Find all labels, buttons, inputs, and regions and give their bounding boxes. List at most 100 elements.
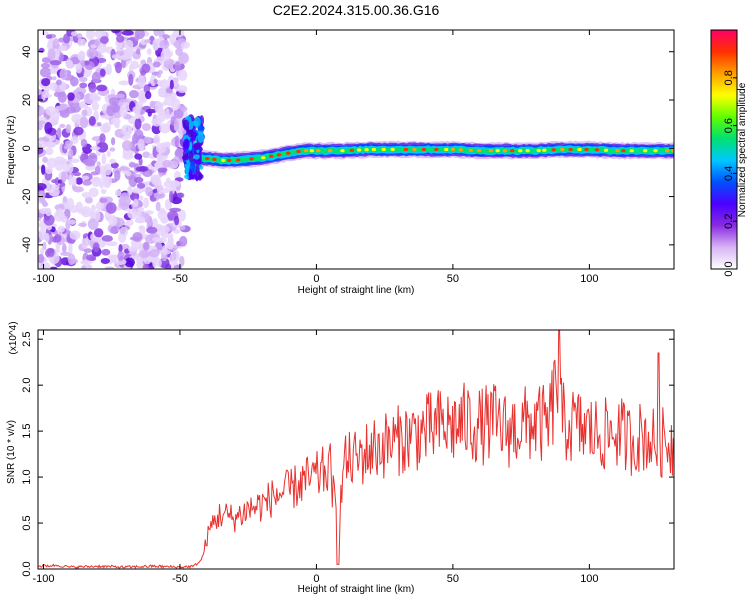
signal-peak [269, 154, 274, 158]
noise-blob [84, 60, 90, 66]
noise-blob [145, 186, 153, 197]
noise-blob [162, 101, 167, 107]
noise-blob [153, 78, 158, 84]
noise-blob [81, 265, 87, 269]
noise-blob [184, 149, 191, 154]
colorbar-gradient [710, 29, 738, 270]
noise-blob [49, 60, 62, 66]
noise-blob [48, 187, 60, 197]
noise-blob [121, 140, 133, 151]
noise-blob [91, 177, 102, 182]
noise-blob [182, 119, 190, 130]
signal-peak [653, 149, 658, 153]
noise-blob [54, 177, 60, 186]
noise-blob [65, 59, 74, 69]
noise-blob [136, 48, 141, 55]
noise-blob [109, 147, 116, 152]
noise-blob [138, 157, 143, 166]
noise-blob [142, 136, 152, 144]
noise-blob [52, 109, 60, 120]
noise-blob [52, 45, 61, 51]
noise-blob [84, 196, 93, 204]
noise-blob [81, 238, 89, 250]
signal-peak [276, 153, 282, 157]
noise-blob [118, 80, 130, 86]
snr-y-tick-label: 2.0 [21, 378, 33, 393]
noise-blob [88, 83, 97, 94]
noise-blob [67, 92, 75, 101]
noise-blob [44, 122, 53, 134]
noise-blob [161, 34, 170, 39]
noise-blob [80, 138, 88, 148]
noise-blob [75, 201, 83, 212]
noise-blob [58, 103, 67, 111]
noise-blob [42, 156, 48, 163]
signal-peak [249, 157, 254, 161]
noise-blob [57, 91, 67, 103]
noise-blob [169, 79, 174, 90]
signal-peak [584, 147, 589, 152]
snr-plot-frame [37, 329, 675, 570]
noise-blob [44, 147, 54, 156]
noise-blob [139, 249, 150, 259]
noise-blob [45, 34, 53, 40]
noise-blob [96, 161, 101, 167]
noise-blob [156, 237, 168, 244]
signal-peak [205, 156, 210, 161]
noise-blob [169, 190, 174, 203]
noise-blob [188, 169, 193, 180]
noise-blob [59, 182, 66, 187]
noise-blob [160, 217, 169, 224]
noise-blob [151, 177, 160, 186]
noise-blob [38, 137, 50, 142]
noise-blob [178, 209, 186, 222]
snr-x-tick-label: 50 [447, 573, 459, 585]
noise-blob [159, 79, 170, 90]
noise-blob [110, 137, 116, 146]
noise-blob [108, 97, 120, 106]
signal-peak [671, 149, 674, 153]
noise-blob [152, 255, 158, 268]
signal-peak [664, 149, 670, 153]
noise-blob [38, 183, 47, 191]
noise-blob [101, 153, 107, 165]
noise-blob [42, 201, 49, 207]
noise-blob [96, 84, 108, 92]
noise-blob [134, 30, 145, 40]
noise-blob [124, 257, 135, 268]
noise-blob [90, 204, 96, 212]
noise-blob [94, 165, 101, 176]
noise-blob [70, 56, 81, 65]
signal-peak [303, 149, 309, 153]
noise-blob [173, 119, 180, 131]
signal-peak [458, 148, 464, 152]
noise-blob [144, 91, 152, 100]
noise-blob [171, 98, 181, 111]
noise-blob [153, 191, 166, 200]
noise-blob [96, 122, 102, 127]
noise-blob [135, 166, 147, 172]
spectrogram-y-tick-label: 40 [21, 46, 33, 58]
noise-blob [109, 254, 120, 259]
snr-x-tick-label: 0 [313, 573, 319, 585]
noise-blob [85, 161, 96, 167]
noise-blob [142, 263, 150, 269]
noise-blob [159, 207, 166, 215]
noise-blob [158, 87, 167, 93]
signal-peak [412, 147, 417, 152]
noise-blob [53, 156, 66, 165]
noise-blob [137, 76, 146, 88]
noise-blob [156, 258, 162, 268]
noise-blob [78, 76, 88, 83]
noise-blob [159, 123, 171, 134]
noise-blob [49, 266, 58, 269]
signal-peak [488, 149, 494, 153]
noise-blob [68, 174, 73, 186]
noise-blob [42, 241, 47, 251]
noise-blob [171, 250, 180, 262]
spectrogram-x-axis-label: Height of straight line (km) [298, 285, 415, 296]
noise-blob [43, 214, 55, 226]
noise-blob [138, 225, 145, 230]
signal-peak [476, 149, 482, 153]
noise-blob [195, 164, 200, 174]
